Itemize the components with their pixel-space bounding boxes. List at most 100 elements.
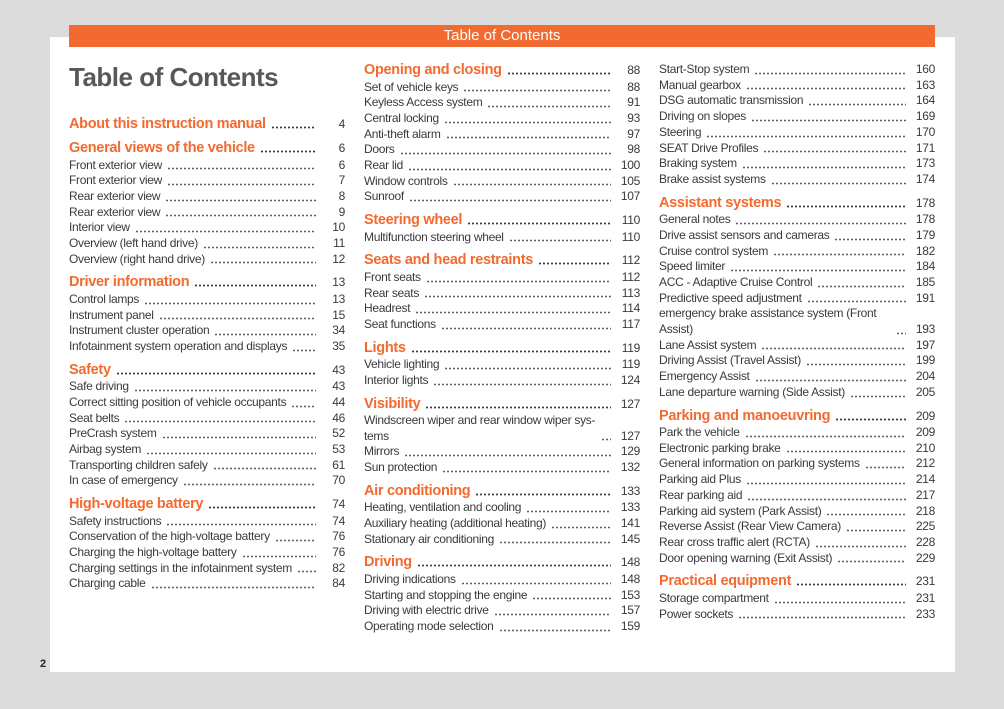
toc-entry[interactable]: Rear seats 113 (364, 286, 640, 302)
toc-entry[interactable]: Charging settings in the infotainment sy… (69, 561, 345, 577)
toc-entry[interactable]: Set of vehicle keys 88 (364, 80, 640, 96)
toc-entry[interactable]: Seat functions 117 (364, 317, 640, 333)
section-heading[interactable]: Assistant systems 178 (659, 195, 935, 212)
toc-entry[interactable]: PreCrash system 52 (69, 426, 345, 442)
dot-leader (463, 89, 611, 93)
toc-entry[interactable]: Central locking 93 (364, 111, 640, 127)
toc-entry[interactable]: Cruise control system 182 (659, 244, 935, 260)
toc-entry[interactable]: Power sockets 233 (659, 607, 935, 623)
toc-entry[interactable]: Driving on slopes 169 (659, 109, 935, 125)
section-heading[interactable]: Parking and manoeuvring 209 (659, 408, 935, 425)
toc-entry[interactable]: Charging cable 84 (69, 576, 345, 592)
toc-entry[interactable]: Overview (left hand drive) 11 (69, 236, 345, 252)
toc-entry[interactable]: Driving indications 148 (364, 572, 640, 588)
toc-entry[interactable]: General information on parking systems 21… (659, 456, 935, 472)
toc-entry[interactable]: Airbag system 53 (69, 442, 345, 458)
section-heading[interactable]: Safety 43 (69, 362, 345, 379)
toc-entry[interactable]: Safe driving 43 (69, 379, 345, 395)
entry-label: Parking and manoeuvring (659, 407, 831, 424)
toc-entry[interactable]: Instrument panel 15 (69, 308, 345, 324)
toc-entry[interactable]: Instrument cluster operation 34 (69, 323, 345, 339)
toc-entry[interactable]: Auxiliary heating (additional heating) 14… (364, 516, 640, 532)
toc-entry[interactable]: Front exterior view 6 (69, 158, 345, 174)
toc-entry[interactable]: Predictive speed adjustment 191 (659, 291, 935, 307)
toc-entry[interactable]: Electronic parking brake 210 (659, 441, 935, 457)
section-heading[interactable]: Opening and closing 88 (364, 62, 640, 79)
toc-entry[interactable]: Manual gearbox 163 (659, 78, 935, 94)
toc-entry[interactable]: Headrest 114 (364, 301, 640, 317)
toc-entry[interactable]: Keyless Access system 91 (364, 95, 640, 111)
toc-entry[interactable]: Front exterior view 7 (69, 173, 345, 189)
section-heading[interactable]: Practical equipment 231 (659, 573, 935, 590)
toc-entry[interactable]: Lane Assist system 197 (659, 338, 935, 354)
toc-entry[interactable]: Driving with electric drive 157 (364, 603, 640, 619)
toc-entry[interactable]: Doors 98 (364, 142, 640, 158)
toc-entry[interactable]: Parking aid system (Park Assist) 218 (659, 504, 935, 520)
toc-entry[interactable]: Sun protection 132 (364, 460, 640, 476)
toc-entry[interactable]: Operating mode selection 159 (364, 619, 640, 635)
toc-entry[interactable]: Starting and stopping the engine 153 (364, 588, 640, 604)
toc-entry[interactable]: Seat belts 46 (69, 411, 345, 427)
toc-entry[interactable]: Rear lid 100 (364, 158, 640, 174)
toc-entry[interactable]: Lane departure warning (Side Assist) 205 (659, 385, 935, 401)
section-heading[interactable]: High-voltage battery 74 (69, 496, 345, 513)
toc-entry[interactable]: Rear exterior view 8 (69, 189, 345, 205)
toc-entry[interactable]: Overview (right hand drive) 12 (69, 252, 345, 268)
toc-entry[interactable]: Anti-theft alarm 97 (364, 127, 640, 143)
entry-page-number: 127 (620, 428, 640, 443)
toc-entry[interactable]: Brake assist systems 174 (659, 172, 935, 188)
toc-entry[interactable]: Control lamps 13 (69, 292, 345, 308)
toc-entry[interactable]: Correct sitting position of vehicle occu… (69, 395, 345, 411)
toc-entry[interactable]: Stationary air conditioning 145 (364, 532, 640, 548)
section-heading[interactable]: Lights 119 (364, 340, 640, 357)
toc-entry[interactable]: Mirrors 129 (364, 444, 640, 460)
toc-entry[interactable]: Rear exterior view 9 (69, 205, 345, 221)
toc-entry[interactable]: Speed limiter 184 (659, 259, 935, 275)
entry-label: Drive assist sensors and cameras (659, 227, 830, 242)
toc-entry[interactable]: Door opening warning (Exit Assist) 229 (659, 551, 935, 567)
toc-entry[interactable]: DSG automatic transmission 164 (659, 93, 935, 109)
toc-entry[interactable]: Driving Assist (Travel Assist) 199 (659, 353, 935, 369)
toc-entry[interactable]: Parking aid Plus 214 (659, 472, 935, 488)
entry-page-number: 148 (620, 571, 640, 586)
toc-entry[interactable]: SEAT Drive Profiles 171 (659, 141, 935, 157)
toc-entry[interactable]: Storage compartment 231 (659, 591, 935, 607)
toc-entry[interactable]: Windscreen wiper and rear window wiper s… (364, 413, 640, 444)
toc-entry[interactable]: Drive assist sensors and cameras 179 (659, 228, 935, 244)
section-heading[interactable]: Air conditioning 133 (364, 483, 640, 500)
section-heading[interactable]: Seats and head restraints 112 (364, 252, 640, 269)
toc-entry[interactable]: In case of emergency 70 (69, 473, 345, 489)
toc-entry[interactable]: Infotainment system operation and displa… (69, 339, 345, 355)
section-heading[interactable]: Steering wheel 110 (364, 212, 640, 229)
toc-entry[interactable]: Sunroof 107 (364, 189, 640, 205)
toc-entry[interactable]: emergency brake assistance system (Front… (659, 306, 935, 337)
entry-page-number: 34 (332, 323, 345, 338)
section-heading[interactable]: General views of the vehicle 6 (69, 140, 345, 157)
toc-entry[interactable]: Front seats 112 (364, 270, 640, 286)
section-heading[interactable]: Visibility 127 (364, 396, 640, 413)
toc-entry[interactable]: Conservation of the high-voltage battery… (69, 529, 345, 545)
toc-entry[interactable]: Steering 170 (659, 125, 935, 141)
toc-entry[interactable]: Reverse Assist (Rear View Camera) 225 (659, 519, 935, 535)
toc-entry[interactable]: General notes 178 (659, 212, 935, 228)
toc-entry[interactable]: Safety instructions 74 (69, 514, 345, 530)
toc-entry[interactable]: Braking system 173 (659, 156, 935, 172)
toc-entry[interactable]: Charging the high-voltage battery 76 (69, 545, 345, 561)
toc-entry[interactable]: Vehicle lighting 119 (364, 357, 640, 373)
toc-entry[interactable]: Rear parking aid 217 (659, 488, 935, 504)
toc-entry[interactable]: Transporting children safely 61 (69, 458, 345, 474)
toc-entry[interactable]: Multifunction steering wheel 110 (364, 230, 640, 246)
section-heading[interactable]: Driving 148 (364, 554, 640, 571)
toc-entry[interactable]: Park the vehicle 209 (659, 425, 935, 441)
toc-entry[interactable]: Start-Stop system 160 (659, 62, 935, 78)
entry-label: Seat belts (69, 410, 120, 425)
toc-entry[interactable]: Interior view 10 (69, 220, 345, 236)
toc-entry[interactable]: ACC - Adaptive Cruise Control 185 (659, 275, 935, 291)
toc-entry[interactable]: Emergency Assist 204 (659, 369, 935, 385)
toc-entry[interactable]: Rear cross traffic alert (RCTA) 228 (659, 535, 935, 551)
section-heading[interactable]: Driver information 13 (69, 274, 345, 291)
section-heading[interactable]: About this instruction manual 4 (69, 116, 345, 133)
toc-entry[interactable]: Heating, ventilation and cooling 133 (364, 500, 640, 516)
toc-entry[interactable]: Window controls 105 (364, 174, 640, 190)
toc-entry[interactable]: Interior lights 124 (364, 373, 640, 389)
